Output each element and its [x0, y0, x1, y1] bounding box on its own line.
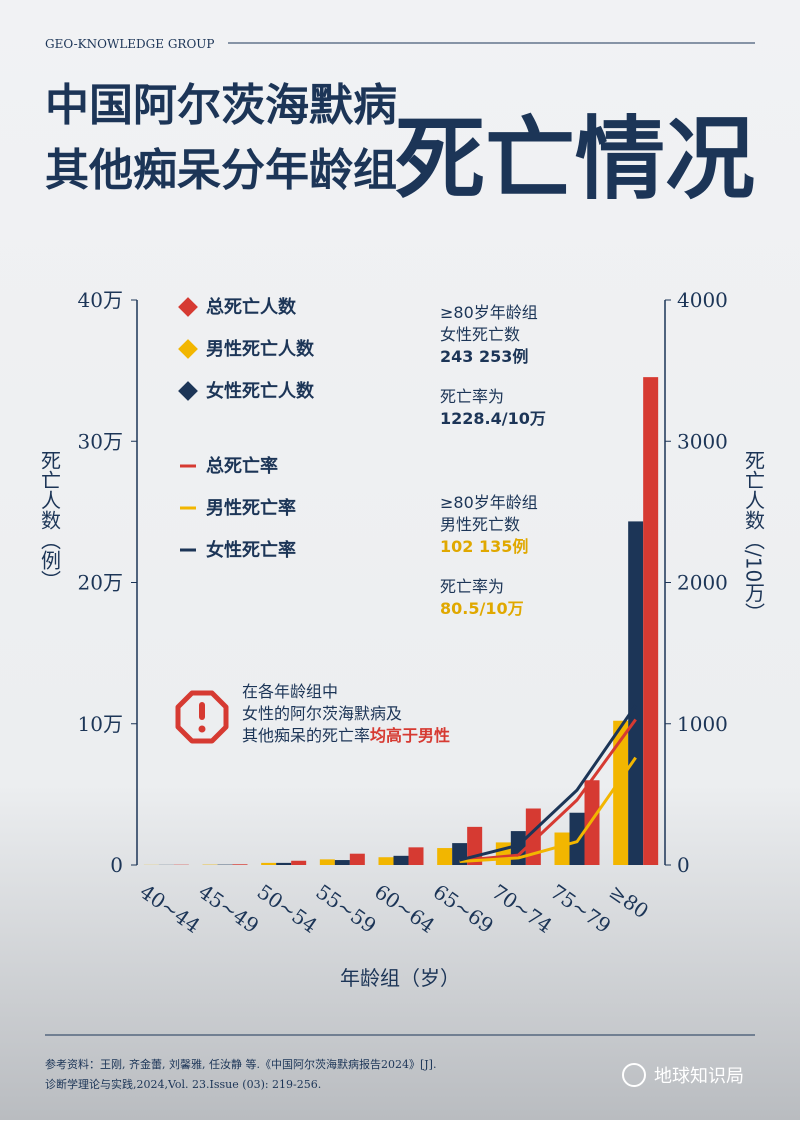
- bar: [496, 842, 511, 865]
- legend-label: 男性死亡人数: [206, 338, 315, 360]
- title-line: 其他痴呆分年龄组: [45, 145, 397, 196]
- bar: [350, 854, 365, 865]
- header: GEO-KNOWLEDGE GROUP: [45, 37, 214, 51]
- annotation: ≥80岁年龄组: [440, 303, 538, 322]
- bar: [233, 864, 248, 865]
- y-tick-label: 20万: [78, 571, 123, 595]
- bar: [335, 860, 350, 865]
- y2-tick-label: 1000: [677, 712, 728, 736]
- y2-tick-label: 0: [677, 853, 690, 877]
- annotation: 1228.4/10万: [440, 409, 546, 428]
- source: 诊断学理论与实践,2024,Vol. 23.Issue (03): 219-25…: [45, 1077, 321, 1091]
- bar: [261, 863, 276, 865]
- bar: [628, 521, 643, 865]
- title-big: 死亡情况: [395, 106, 755, 212]
- legend-label: 女性死亡率: [206, 539, 296, 561]
- y2-tick-label: 3000: [677, 429, 728, 453]
- y-tick-label: 40万: [78, 288, 123, 312]
- y2-axis-title: 死亡人数（/10万）: [742, 450, 766, 622]
- y-tick-label: 10万: [78, 712, 123, 736]
- annotation: 80.5/10万: [440, 599, 524, 618]
- bar: [643, 377, 658, 865]
- y2-tick-label: 2000: [677, 571, 728, 595]
- bar: [320, 859, 335, 865]
- annotation: 死亡率为: [440, 577, 504, 596]
- bar: [394, 856, 409, 865]
- warning-line: 女性的阿尔茨海默病及: [242, 704, 402, 723]
- annotation: ≥80岁年龄组: [440, 493, 538, 512]
- legend-label: 总死亡人数: [206, 296, 297, 318]
- legend-label: 男性死亡率: [206, 497, 296, 519]
- warning-line: 在各年龄组中: [242, 682, 338, 701]
- y2-tick-label: 4000: [677, 288, 728, 312]
- warning-emphasis: 均高于男性: [370, 726, 450, 745]
- bar: [291, 861, 306, 865]
- warning-line: 其他痴呆的死亡率: [242, 726, 370, 745]
- y-axis-title: 死亡人数（例）: [38, 450, 62, 590]
- annotation: 男性死亡数: [440, 515, 520, 534]
- annotation: 死亡率为: [440, 387, 504, 406]
- legend-label: 女性死亡人数: [206, 380, 315, 402]
- warning-text: 女性的阿尔茨海默病及: [242, 704, 402, 723]
- bar: [379, 857, 394, 865]
- annotation: 102 135例: [440, 537, 528, 556]
- bar: [409, 847, 424, 865]
- warning-text: 其他痴呆的死亡率均高于男性: [242, 726, 450, 745]
- title-line: 中国阿尔茨海默病: [45, 80, 397, 131]
- annotation: 243 253例: [440, 347, 528, 366]
- bar: [437, 848, 452, 865]
- brand: 地球知识局: [654, 1066, 744, 1087]
- y-tick-label: 30万: [78, 429, 123, 453]
- bar: [276, 863, 291, 865]
- warning-text: 在各年龄组中: [242, 682, 338, 701]
- legend-label: 总死亡率: [206, 455, 278, 477]
- y-tick-label: 0: [110, 853, 123, 877]
- source: 参考资料：王刚, 齐金蕾, 刘馨雅, 任汝静 等.《中国阿尔茨海默病报告2024…: [45, 1057, 436, 1071]
- bar: [570, 813, 585, 865]
- x-axis-title: 年龄组（岁）: [340, 966, 460, 990]
- annotation: 女性死亡数: [440, 325, 520, 344]
